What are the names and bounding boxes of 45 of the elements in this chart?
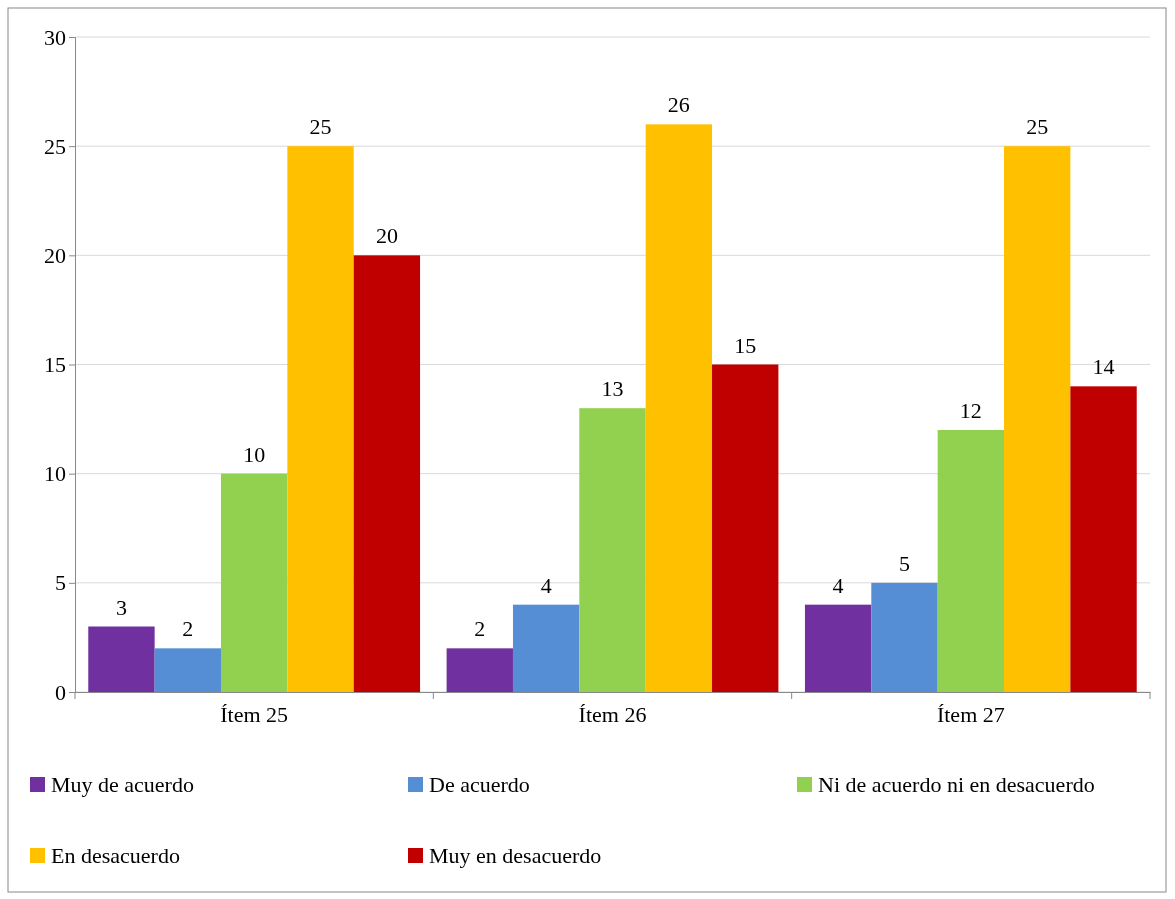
- bar: [220, 473, 288, 692]
- legend-label: Ni de acuerdo ni en desacuerdo: [818, 772, 1095, 797]
- y-tick-label: 20: [44, 242, 66, 268]
- bar: [804, 604, 872, 692]
- bar: [512, 604, 580, 692]
- y-tick-label: 30: [44, 24, 66, 50]
- bar: [712, 364, 779, 692]
- data-label: 10: [243, 441, 266, 467]
- y-tick-label: 10: [44, 461, 66, 487]
- legend-label: Muy en desacuerdo: [429, 843, 602, 868]
- data-label: 2: [474, 616, 486, 642]
- y-tick-label: 15: [44, 352, 66, 378]
- bar: [88, 626, 155, 692]
- bar: [154, 648, 221, 692]
- data-label: 25: [309, 114, 332, 140]
- data-label: 5: [898, 550, 910, 576]
- data-label: 26: [667, 92, 690, 118]
- bar: [579, 408, 646, 692]
- legend-label: En desacuerdo: [51, 843, 180, 868]
- bar: [645, 124, 713, 692]
- bar: [1070, 386, 1137, 692]
- data-label: 20: [375, 223, 398, 249]
- data-label: 14: [1092, 354, 1115, 380]
- data-label: 4: [832, 572, 844, 598]
- legend-label: Muy de acuerdo: [51, 772, 194, 797]
- bar: [287, 146, 354, 692]
- y-tick-label: 25: [44, 133, 66, 159]
- data-label: 25: [1026, 114, 1049, 140]
- data-label: 3: [115, 594, 127, 620]
- data-label: 12: [959, 398, 982, 423]
- y-tick-label: 0: [55, 679, 66, 705]
- y-tick-label: 5: [55, 570, 66, 596]
- bar: [446, 648, 513, 692]
- legend-label: De acuerdo: [429, 772, 530, 797]
- data-label: 2: [182, 616, 194, 642]
- data-label: 15: [734, 332, 757, 358]
- x-tick-label: Ítem 27: [936, 701, 1005, 727]
- x-tick-label: Ítem 26: [578, 701, 647, 727]
- bar: [1004, 146, 1071, 692]
- bar: [871, 582, 938, 692]
- bar: [353, 255, 421, 692]
- x-tick-label: Ítem 25: [220, 701, 289, 727]
- data-label: 13: [601, 376, 624, 402]
- bar: [937, 430, 1005, 692]
- data-label: 4: [540, 572, 552, 598]
